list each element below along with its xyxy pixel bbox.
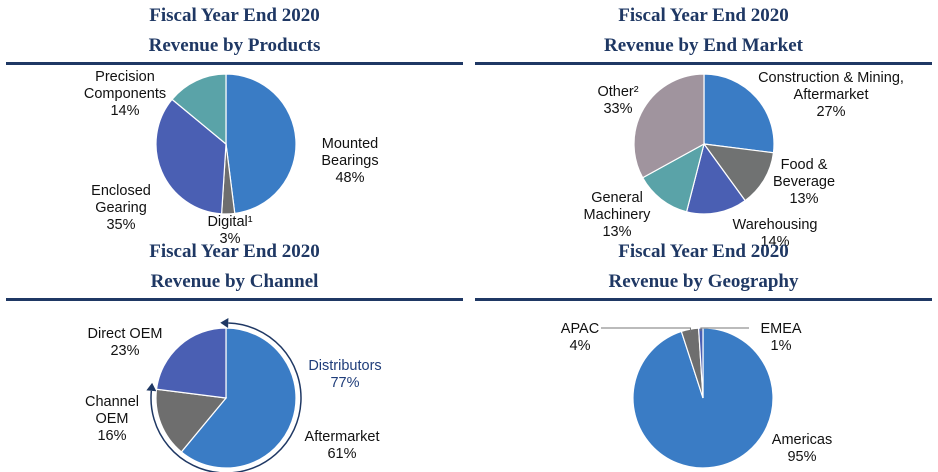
pie-slice-construction-mining-aftermarket — [703, 73, 775, 154]
pie-slice-food-beverage — [702, 143, 775, 202]
slice-label-precision-components: Precision Components 14% — [83, 69, 167, 119]
leader-line-apac — [601, 327, 691, 333]
pie-slice-warehousing — [685, 142, 746, 215]
pie-slice-aftermarket — [180, 327, 297, 469]
pie-slice-other — [633, 73, 705, 179]
pie-slice-direct-oem — [155, 327, 227, 399]
distributors-arc — [150, 322, 302, 472]
pie-slice-enclosed-gearing — [155, 98, 227, 215]
chart-title: Fiscal Year End 2020 — [618, 5, 789, 26]
slice-label-construction-mining: Construction & Mining, Aftermarket 27% — [758, 70, 904, 120]
pie-slice-precision-components — [171, 73, 227, 146]
chart-title: Fiscal Year End 2020 — [149, 241, 320, 262]
distributors-arrow-start — [220, 318, 229, 329]
chart-subtitle: Revenue by Channel — [150, 271, 319, 292]
distributors-arrow-end — [146, 382, 157, 392]
chart-title: Fiscal Year End 2020 — [618, 241, 789, 262]
slice-label-channel-oem: Channel OEM 16% — [84, 394, 139, 444]
pie-chart — [155, 73, 297, 215]
title-rule — [6, 298, 463, 301]
pie-slice-mounted-bearings — [225, 73, 297, 215]
chart-subtitle: Revenue by Products — [148, 35, 321, 56]
chart-title: Fiscal Year End 2020 — [149, 5, 320, 26]
chart-revenue-by-end-market: Fiscal Year End 2020 Revenue by End Mark… — [469, 0, 938, 250]
pie-chart — [146, 318, 302, 472]
pie-slice-channel-oem — [155, 388, 228, 453]
slice-label-warehousing: Warehousing 14% — [732, 217, 818, 250]
slice-label-aftermarket: Aftermarket 61% — [304, 429, 380, 462]
slice-label-apac: APAC 4% — [560, 321, 600, 354]
title-rule — [6, 62, 463, 65]
slice-label-digital: Digital¹ 3% — [207, 214, 253, 247]
chart-subtitle: Revenue by Geography — [608, 271, 799, 292]
chart-subtitle: Revenue by End Market — [604, 35, 803, 56]
slice-label-direct-oem: Direct OEM 23% — [87, 326, 163, 359]
slice-label-general-machinery: General Machinery 13% — [583, 190, 651, 240]
annotation-distributors: Distributors 77% — [308, 358, 382, 391]
slice-label-emea: EMEA 1% — [760, 321, 802, 354]
leader-line-emea — [700, 327, 749, 332]
pie-slice-general-machinery — [641, 142, 705, 213]
slice-label-food-beverage: Food & Beverage 13% — [772, 157, 836, 207]
chart-revenue-by-channel: Fiscal Year End 2020 Revenue by Channel … — [0, 236, 469, 472]
title-rule — [475, 62, 932, 65]
slice-label-americas: Americas 95% — [771, 432, 833, 465]
pie-chart — [601, 327, 774, 469]
slice-label-other: Other² 33% — [597, 84, 639, 117]
chart-revenue-by-geography: Fiscal Year End 2020 Revenue by Geograph… — [469, 236, 938, 472]
slice-label-mounted-bearings: Mounted Bearings 48% — [321, 136, 379, 186]
chart-revenue-by-products: Fiscal Year End 2020 Revenue by Products… — [0, 0, 469, 247]
pie-chart — [633, 73, 775, 215]
slice-label-enclosed-gearing: Enclosed Gearing 35% — [91, 183, 151, 233]
title-rule — [475, 298, 932, 301]
